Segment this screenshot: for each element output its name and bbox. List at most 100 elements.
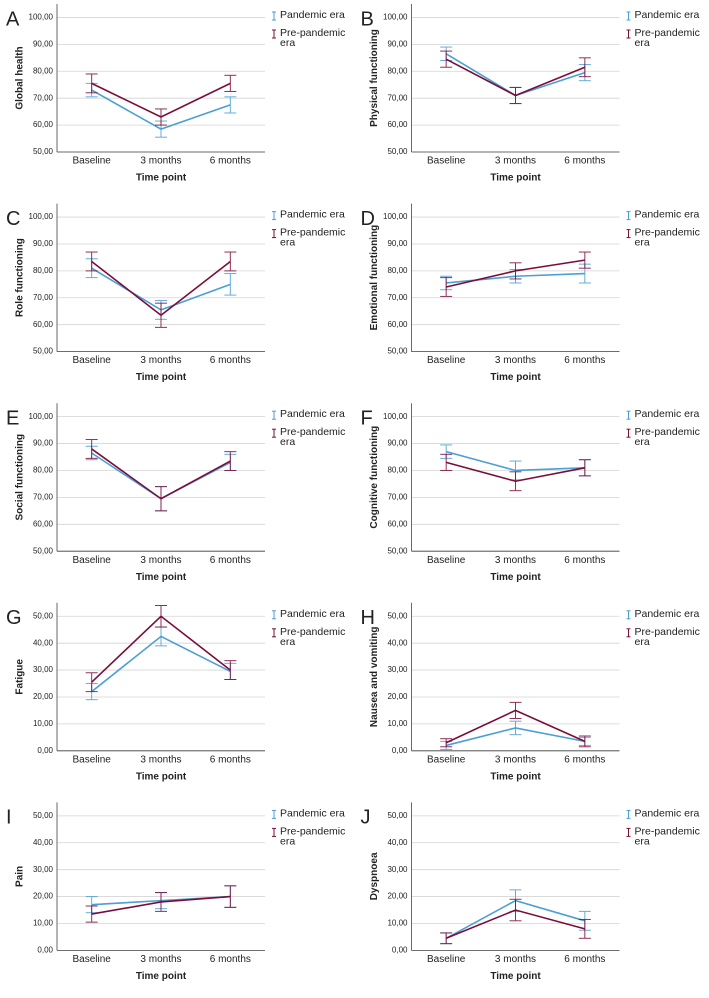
series-line — [445, 909, 586, 940]
x-axis-title: Time point — [490, 372, 541, 383]
y-tick-label: 70,00 — [387, 93, 408, 102]
panel: 0,00 10,00 20,00 30,00 40,00 50,00 Baseline 3 m… — [361, 802, 700, 982]
y-tick-label: 10,00 — [387, 719, 408, 728]
legend-label: Pandemic era — [634, 409, 700, 421]
legend-entry: Pre-pandemic era — [634, 626, 700, 648]
x-tick-label: Baseline — [427, 754, 466, 765]
x-tick-label: Baseline — [427, 355, 466, 366]
legend-label: Pre-pandemic era — [634, 227, 700, 249]
error-bar — [440, 277, 453, 297]
panel: 50,00 60,00 70,00 80,00 90,00 100,00 Baseline 3… — [6, 403, 345, 583]
x-tick-label: 6 months — [210, 156, 251, 167]
legend-label: Pre-pandemic era — [634, 626, 700, 648]
y-tick-label: 50,00 — [387, 147, 408, 156]
y-tick-label: 80,00 — [387, 66, 408, 75]
panel: 0,00 10,00 20,00 30,00 40,00 50,00 Baseline 3 m… — [6, 602, 345, 782]
y-tick-label: 60,00 — [387, 519, 408, 528]
legend-label: Pre-pandemic era — [634, 28, 700, 49]
legend-label: Pandemic era — [280, 409, 345, 421]
y-axis-title: Fatigue — [15, 659, 26, 695]
y-tick-label: 90,00 — [33, 39, 54, 48]
legend-label: Pandemic era — [280, 209, 345, 221]
x-axis-title: Time point — [136, 771, 187, 782]
error-bar — [440, 932, 453, 945]
legend-entry: Pre-pandemic era — [280, 627, 345, 647]
x-tick-label: 6 months — [564, 555, 605, 566]
legend-label: Pre-pandemic era — [634, 826, 700, 848]
y-axis-title: Dyspnoea — [369, 852, 380, 900]
panel: 50,00 60,00 70,00 80,00 90,00 100,00 Baseline 3… — [6, 203, 346, 383]
y-tick-label: 80,00 — [33, 66, 54, 75]
legend-label: Pandemic era — [634, 209, 700, 221]
legend-entry: Pre-pandemic era — [634, 28, 700, 49]
legend-entry: Pandemic era — [280, 209, 345, 221]
x-axis-title: Time point — [136, 971, 187, 982]
error-bar — [440, 453, 453, 471]
y-tick-label: 70,00 — [33, 93, 54, 102]
y-tick-label: 70,00 — [387, 293, 408, 302]
legend-entry: Pandemic era — [280, 808, 345, 818]
legend-entry: Pandemic era — [635, 10, 700, 20]
x-tick-label: 3 months — [495, 555, 536, 566]
y-tick-label: 90,00 — [33, 239, 54, 248]
y-tick-label: 10,00 — [387, 919, 408, 928]
x-tick-label: Baseline — [72, 954, 111, 965]
legend-entry: Pandemic era — [280, 409, 345, 421]
y-tick-label: 0,00 — [392, 746, 408, 755]
panel-letter: H — [361, 607, 375, 629]
legend-entry: Pre-pandemic era — [635, 427, 700, 447]
legend-entry: Pandemic era — [634, 409, 700, 421]
series-line — [445, 709, 586, 744]
x-tick-label: 6 months — [564, 954, 605, 965]
legend-entry: Pre-pandemic era — [280, 427, 345, 447]
y-tick-label: 100,00 — [383, 412, 408, 421]
panel-letter: B — [361, 8, 374, 30]
y-tick-label: 60,00 — [33, 320, 54, 329]
x-tick-label: 3 months — [140, 156, 181, 167]
series-line — [91, 895, 231, 915]
legend-label: Pre-pandemic era — [280, 227, 346, 249]
y-axis-title: Global health — [15, 46, 26, 109]
x-axis-title: Time point — [490, 771, 541, 782]
series-line — [445, 450, 585, 472]
y-tick-label: 50,00 — [33, 546, 54, 555]
x-tick-label: 3 months — [140, 555, 181, 566]
x-tick-label: 6 months — [210, 555, 251, 566]
legend-entry: Pandemic era — [280, 609, 345, 619]
y-tick-label: 30,00 — [33, 665, 54, 674]
y-axis-title: Physical functioning — [369, 29, 380, 127]
series-line — [91, 89, 231, 131]
series-line — [91, 82, 231, 118]
x-tick-label: 6 months — [210, 355, 251, 366]
y-tick-label: 50,00 — [33, 611, 54, 620]
x-tick-label: 3 months — [140, 954, 181, 965]
y-axis-title: Emotional functioning — [369, 225, 380, 331]
legend-label: Pandemic era — [280, 10, 345, 21]
y-tick-label: 60,00 — [33, 519, 54, 528]
y-tick-label: 100,00 — [29, 212, 54, 221]
y-tick-label: 0,00 — [392, 946, 408, 955]
panel-letter: E — [6, 407, 19, 429]
x-tick-label: 6 months — [564, 754, 605, 765]
y-tick-label: 70,00 — [33, 293, 54, 302]
y-tick-label: 100,00 — [383, 13, 408, 22]
y-tick-label: 20,00 — [33, 892, 54, 901]
panel: 50,00 60,00 70,00 80,00 90,00 100,00 Baseline 3… — [361, 403, 700, 583]
legend-entry: Pre-pandemic era — [634, 826, 700, 848]
y-tick-label: 80,00 — [387, 266, 408, 275]
y-tick-label: 10,00 — [33, 719, 54, 728]
y-tick-label: 40,00 — [33, 838, 54, 847]
y-tick-label: 10,00 — [33, 919, 54, 928]
error-bar — [440, 50, 453, 68]
y-tick-label: 0,00 — [37, 746, 53, 755]
x-tick-label: 3 months — [495, 754, 536, 765]
x-tick-label: 6 months — [210, 754, 251, 765]
y-tick-label: 80,00 — [33, 266, 54, 275]
y-tick-label: 0,00 — [37, 946, 53, 955]
x-axis-title: Time point — [136, 173, 187, 184]
legend-entry: Pre-pandemic era — [634, 227, 700, 249]
y-tick-label: 100,00 — [383, 212, 408, 221]
x-axis-title: Time point — [490, 572, 541, 583]
y-tick-label: 20,00 — [33, 692, 54, 701]
x-tick-label: 3 months — [495, 156, 536, 167]
